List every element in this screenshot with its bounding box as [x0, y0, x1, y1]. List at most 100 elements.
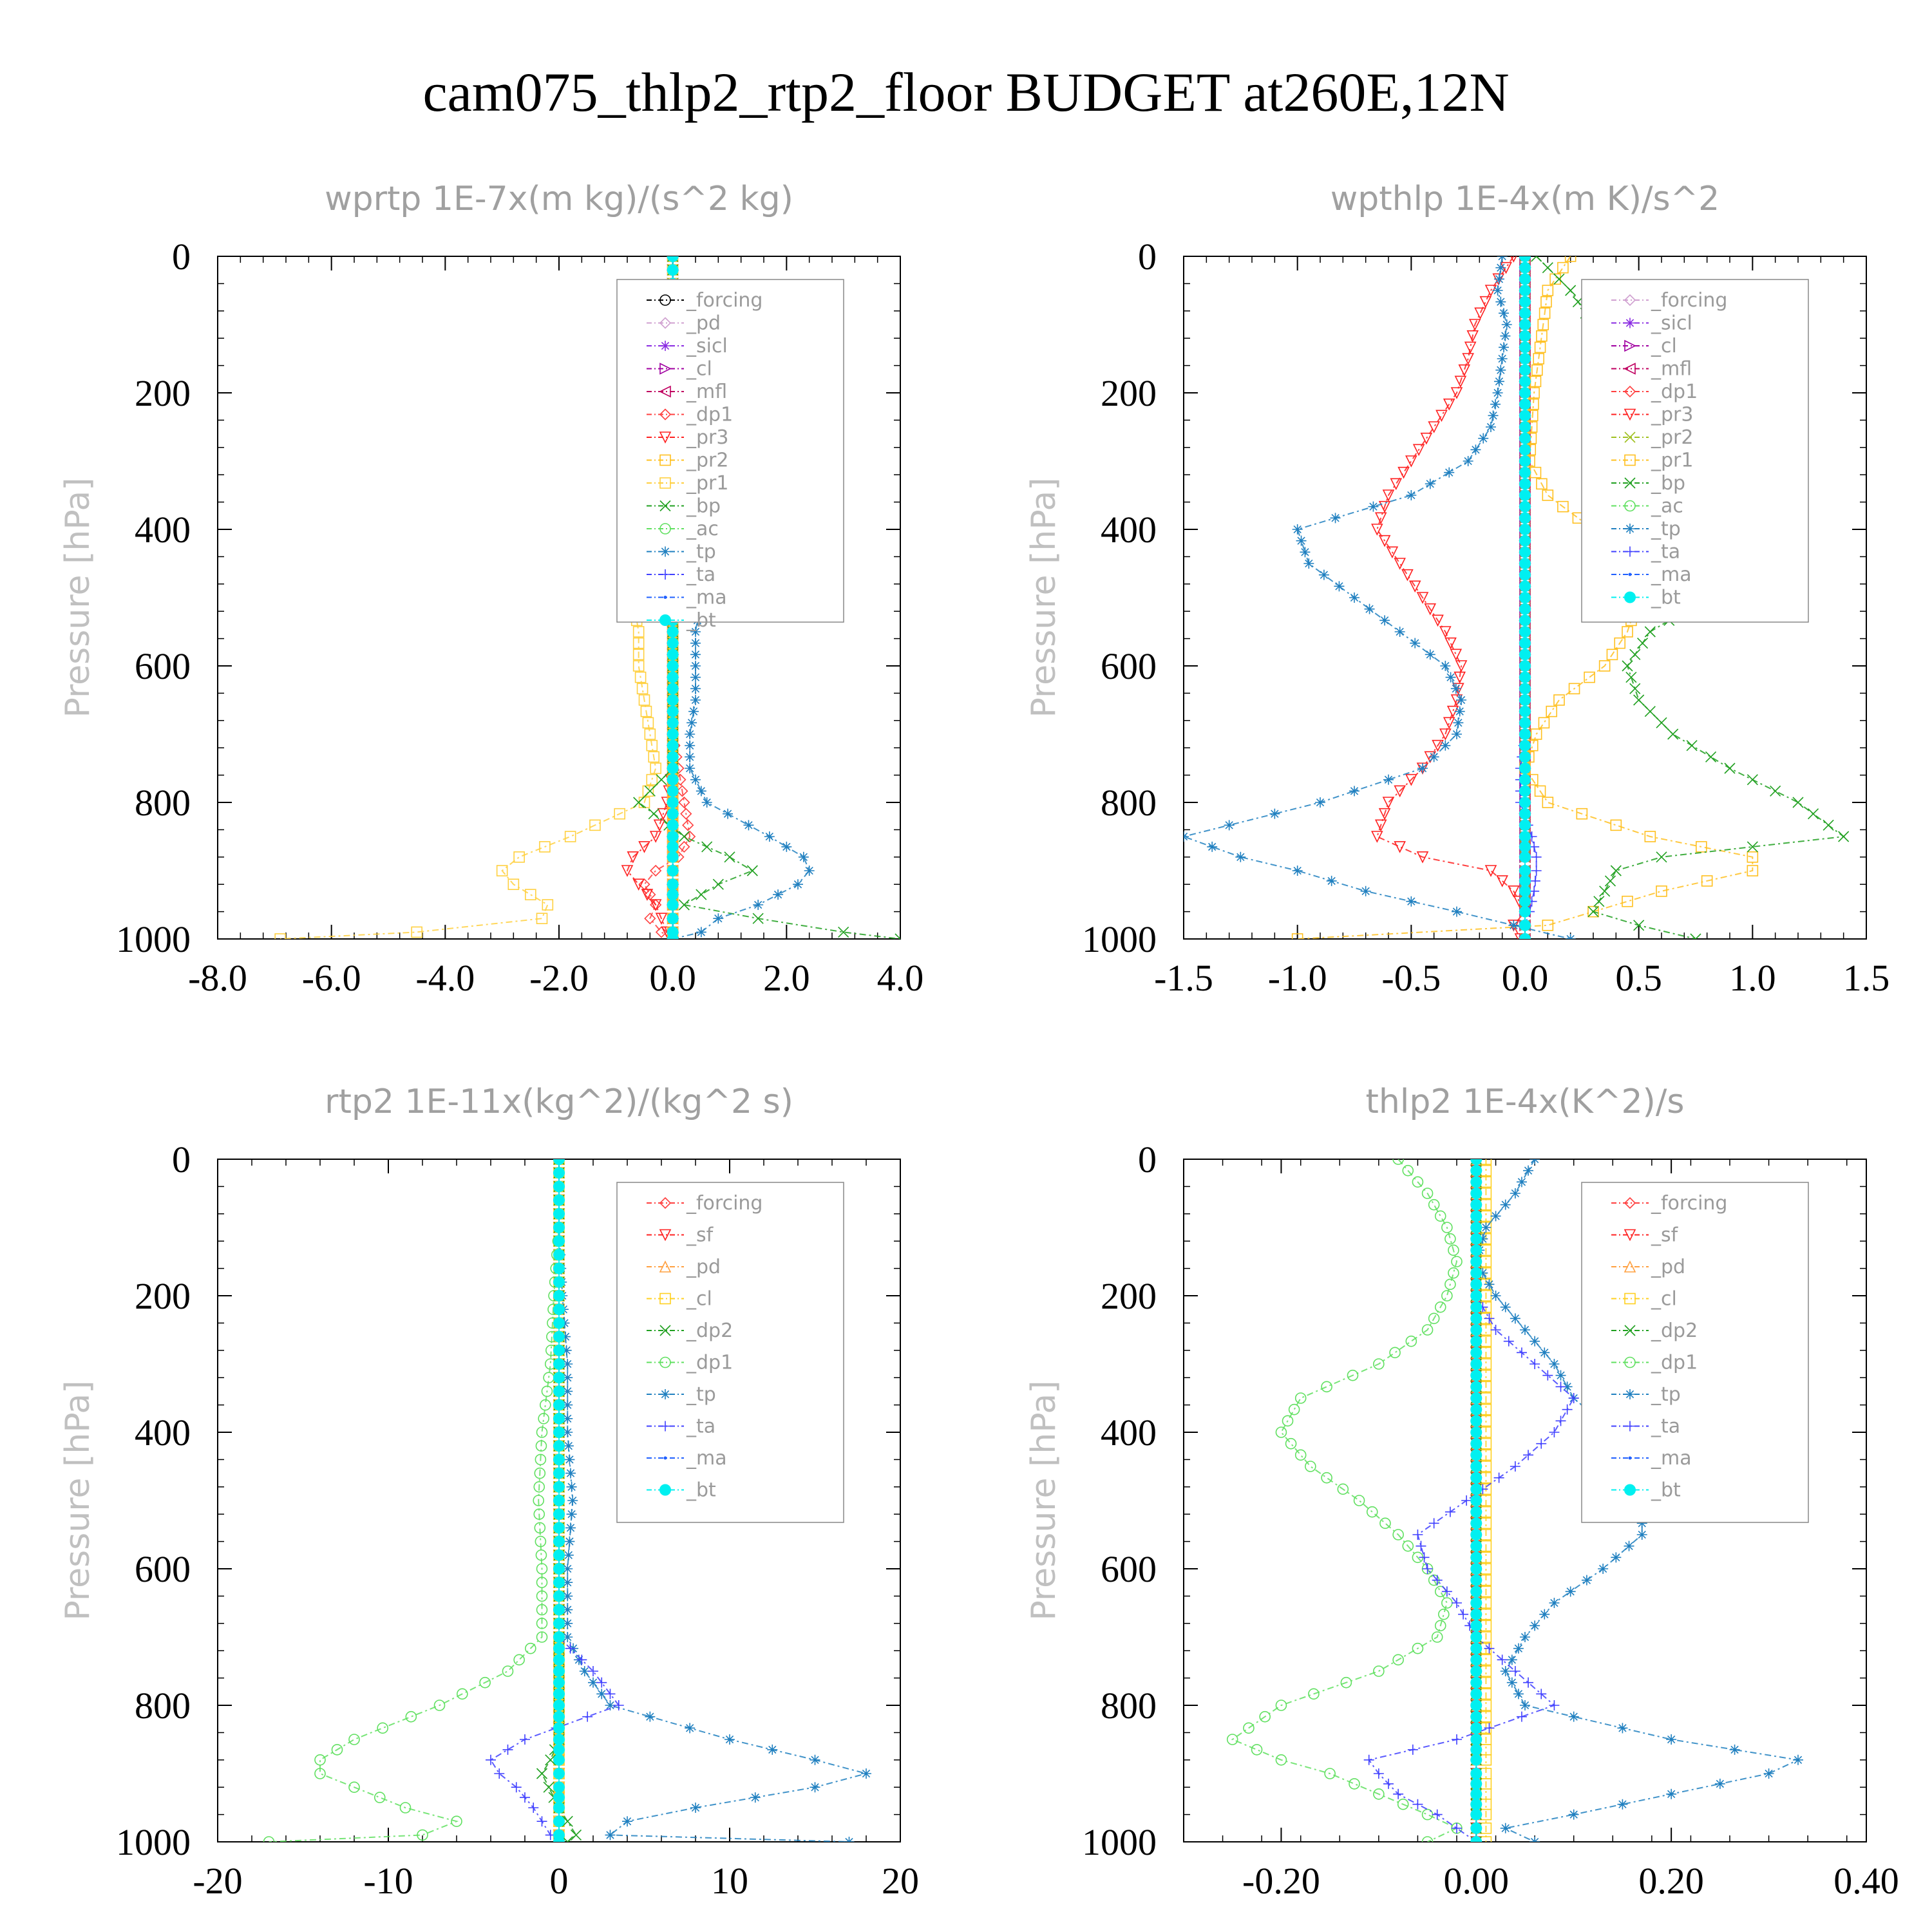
data-point: [1593, 896, 1605, 907]
legend-label: _dp1: [686, 1352, 733, 1374]
data-point: [1696, 841, 1707, 853]
data-point: [1510, 1666, 1520, 1676]
data-point: [1406, 896, 1417, 907]
y-axis-label: Pressure [hPa]: [1025, 1381, 1063, 1621]
data-point: [690, 1803, 701, 1813]
legend-marker: [1624, 1484, 1636, 1496]
data-point: [535, 1549, 547, 1561]
legend-marker: [1625, 317, 1635, 328]
data-point: [1636, 1518, 1647, 1529]
data-point: [1466, 330, 1479, 343]
data-point: [1519, 626, 1531, 638]
data-point: [667, 865, 679, 876]
data-point: [1454, 706, 1465, 717]
data-point: [724, 1734, 735, 1745]
data-point: [1470, 1597, 1482, 1609]
data-point: [1285, 1437, 1297, 1450]
data-point: [553, 1734, 565, 1745]
data-point: [1490, 399, 1501, 410]
legend-item: _cl: [1611, 1288, 1677, 1311]
data-point: [1587, 905, 1599, 918]
data-point: [1519, 683, 1531, 695]
data-point: [502, 1744, 513, 1755]
data-point: [1444, 467, 1455, 478]
data-point: [1226, 1734, 1238, 1745]
legend-marker: [1624, 500, 1636, 512]
data-point: [1470, 1461, 1482, 1472]
data-point: [1636, 638, 1649, 649]
data-point: [1519, 808, 1531, 820]
data-point: [1412, 444, 1425, 457]
data-point: [676, 785, 688, 797]
legend-label: _forcing: [1651, 1192, 1727, 1215]
data-point: [1440, 661, 1451, 671]
data-point: [553, 1700, 565, 1711]
data-point: [1366, 1506, 1378, 1518]
data-point: [1444, 1233, 1456, 1245]
legend-item: _dp1: [1611, 1352, 1698, 1374]
data-point: [1484, 1279, 1495, 1290]
data-point: [646, 773, 658, 786]
legend-label: _cl: [1651, 1288, 1677, 1311]
legend-marker: [659, 523, 671, 535]
data-point: [636, 683, 649, 695]
legend-item: _bt: [647, 1479, 716, 1502]
legend-marker: [1624, 408, 1636, 421]
data-point: [1497, 1654, 1508, 1665]
data-point: [1724, 762, 1736, 774]
legend-marker: [659, 1229, 672, 1242]
data-point: [1519, 603, 1531, 615]
data-point: [553, 1249, 565, 1261]
legend-marker: [659, 614, 671, 626]
data-point: [1565, 1586, 1576, 1597]
data-point: [1294, 1449, 1307, 1461]
y-tick-label: 1000: [1082, 918, 1157, 960]
y-tick-label: 1000: [1082, 1821, 1157, 1863]
data-point: [1488, 410, 1499, 421]
data-point: [1452, 1734, 1462, 1745]
data-point: [1519, 330, 1531, 342]
data-point: [1496, 875, 1508, 887]
legend-marker: [659, 1197, 672, 1209]
figure-title: cam075_thlp2_rtp2_floor BUDGET at260E,12…: [422, 61, 1509, 123]
data-point: [553, 1235, 565, 1247]
legend-item: _ma: [1611, 1447, 1692, 1470]
data-point: [1470, 1312, 1482, 1325]
legend-label: _bt: [686, 609, 716, 632]
data-point: [713, 913, 724, 924]
data-point: [1349, 786, 1359, 797]
data-point: [1614, 637, 1626, 649]
data-point: [1349, 592, 1359, 603]
data-point: [1523, 1450, 1534, 1461]
legend-label: _sicl: [686, 335, 728, 357]
data-point: [567, 1495, 578, 1506]
data-point: [1474, 307, 1486, 320]
legend: _forcing _sf _pd _cl _dp2 _dp1 _tp _ta _ma _bt: [1581, 1182, 1809, 1523]
data-point: [667, 717, 679, 729]
data-point: [1519, 905, 1531, 918]
data-point: [667, 762, 679, 774]
x-tick-label: -8.0: [188, 957, 247, 999]
y-tick-label: 0: [1138, 236, 1157, 278]
data-point: [1470, 1347, 1482, 1359]
data-point: [553, 1167, 565, 1179]
data-point: [405, 1710, 417, 1723]
data-point: [1747, 841, 1758, 853]
data-point: [1539, 307, 1551, 319]
data-point: [1394, 841, 1406, 853]
data-point: [1530, 1837, 1540, 1842]
data-point: [656, 774, 667, 786]
data-point: [1500, 1823, 1511, 1833]
data-point: [433, 1700, 446, 1711]
legend-item: _sicl: [647, 335, 728, 357]
data-point: [1508, 920, 1519, 931]
data-point: [1610, 865, 1622, 876]
data-point: [1448, 1244, 1459, 1256]
data-point: [1539, 1609, 1550, 1620]
data-point: [1555, 1381, 1566, 1392]
y-axis-label: Pressure [hPa]: [1025, 478, 1063, 718]
data-point: [1405, 773, 1417, 786]
data-point: [1492, 285, 1503, 296]
legend-marker: [659, 1293, 671, 1305]
data-point: [1536, 1438, 1547, 1449]
